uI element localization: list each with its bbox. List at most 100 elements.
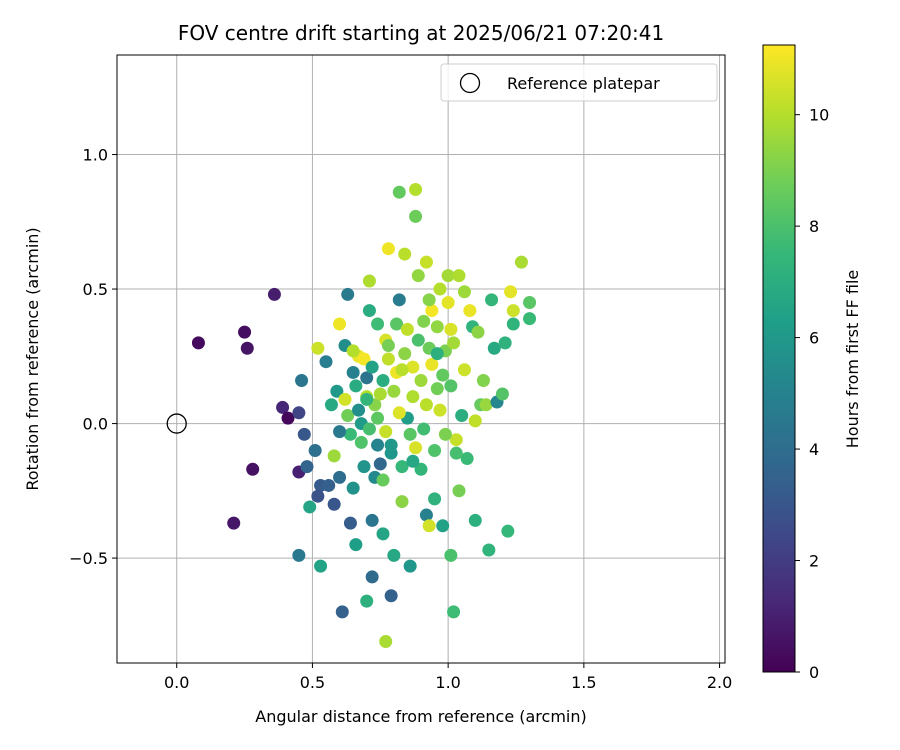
data-point (457, 285, 471, 299)
data-point (428, 492, 442, 506)
data-point (523, 312, 537, 326)
data-point (354, 435, 368, 449)
data-point (452, 484, 466, 498)
data-point (409, 209, 423, 223)
data-point (476, 374, 490, 388)
data-point (419, 398, 433, 412)
data-point (346, 365, 360, 379)
y-tick-label: −0.5 (69, 549, 108, 568)
data-point (246, 462, 260, 476)
data-point (365, 570, 379, 584)
data-point (308, 443, 322, 457)
data-point (487, 341, 501, 355)
colorbar-ticks: 0 2 4 6 8 10 (795, 106, 829, 682)
x-tick-label: 1.0 (435, 673, 460, 692)
data-point (319, 355, 333, 369)
data-point (360, 594, 374, 608)
colorbar-gradient (762, 44, 796, 673)
data-point (371, 411, 385, 425)
data-point (441, 269, 455, 283)
data-point (300, 460, 314, 474)
data-point (311, 489, 325, 503)
data-point (303, 500, 317, 514)
grid-lines (117, 55, 725, 663)
data-point (373, 457, 387, 471)
data-point (384, 438, 398, 452)
data-point (479, 398, 493, 412)
data-point (387, 384, 401, 398)
data-point (343, 427, 357, 441)
colorbar-tick-label: 0 (809, 663, 819, 682)
data-point (349, 379, 363, 393)
y-ticks: −0.5 0.0 0.5 1.0 (69, 146, 117, 568)
y-tick-label: 0.5 (83, 280, 108, 299)
data-point (438, 427, 452, 441)
data-point (322, 478, 336, 492)
data-point (376, 527, 390, 541)
data-point (333, 425, 347, 439)
data-point (444, 379, 458, 393)
data-point (327, 449, 341, 463)
data-point (422, 519, 436, 533)
y-tick-label: 0.0 (83, 415, 108, 434)
colorbar-tick-label: 6 (809, 329, 819, 348)
data-point (409, 183, 423, 197)
data-point (457, 363, 471, 377)
data-point (365, 513, 379, 527)
data-point (395, 363, 409, 377)
colorbar-tick-label: 2 (809, 552, 819, 571)
data-point (403, 559, 417, 573)
data-point (392, 406, 406, 420)
plot-frame (116, 54, 726, 664)
data-point (417, 314, 431, 328)
data-point (514, 255, 528, 269)
data-point (398, 247, 412, 261)
data-point (381, 339, 395, 353)
y-tick-label: 1.0 (83, 146, 108, 165)
data-point (430, 320, 444, 334)
reference-platepar-marker (166, 413, 187, 434)
legend-open-circle-marker (459, 72, 481, 94)
data-point (455, 408, 469, 422)
data-point (343, 516, 357, 530)
data-point (392, 185, 406, 199)
data-point (390, 317, 404, 331)
colorbar-tick-label: 4 (809, 440, 819, 459)
data-point (292, 406, 306, 420)
colorbar-tick-label: 8 (809, 217, 819, 236)
data-point (227, 516, 241, 530)
data-point (362, 274, 376, 288)
data-point (414, 374, 428, 388)
data-point (281, 411, 295, 425)
x-tick-label: 0.0 (164, 673, 189, 692)
data-point (238, 325, 252, 339)
data-point (335, 605, 349, 619)
data-point (373, 387, 387, 401)
data-point (360, 392, 374, 406)
data-point (447, 336, 461, 350)
data-point (362, 304, 376, 318)
data-point (297, 427, 311, 441)
data-point (403, 427, 417, 441)
data-point (191, 336, 205, 350)
data-points (166, 183, 537, 648)
data-point (371, 438, 385, 452)
x-tick-label: 1.5 (571, 673, 596, 692)
data-point (417, 422, 431, 436)
data-point (357, 460, 371, 474)
data-point (384, 589, 398, 603)
data-point (444, 322, 458, 336)
data-point (523, 296, 537, 310)
data-point (395, 495, 409, 509)
legend: Reference platepar (440, 63, 718, 102)
data-point (400, 322, 414, 336)
data-point (425, 304, 439, 318)
data-point (449, 446, 463, 460)
data-point (419, 255, 433, 269)
data-point (463, 304, 477, 318)
data-point (341, 287, 355, 301)
data-point (311, 341, 325, 355)
data-point (485, 293, 499, 307)
data-point (392, 293, 406, 307)
